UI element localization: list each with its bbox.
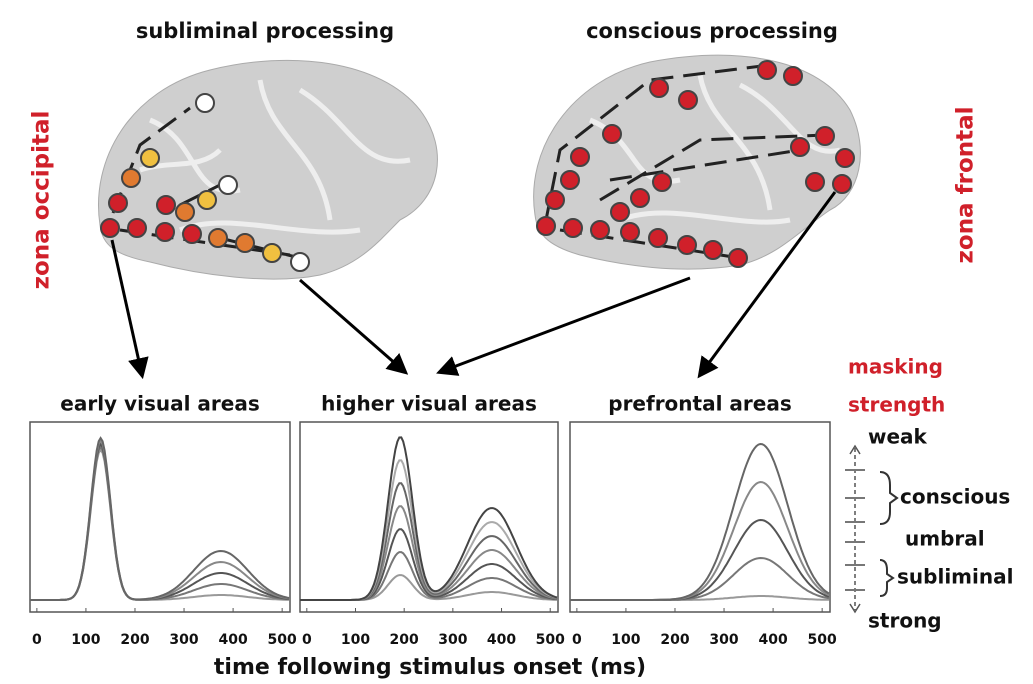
- x-tick-label: 400: [218, 632, 247, 648]
- x-tick-label: 500: [268, 632, 297, 648]
- figure: subliminal processing conscious processi…: [0, 0, 1033, 684]
- legend-top: weak: [868, 425, 928, 449]
- legend-label: subliminal: [897, 565, 1013, 589]
- x-tick-label: 300: [438, 632, 467, 648]
- side-label: zona frontal: [953, 106, 979, 263]
- x-tick-label: 100: [341, 632, 370, 648]
- x-tick-label: 0: [32, 632, 42, 648]
- panels: early visual areas 0 100 200 300 400 500 higher…: [30, 392, 837, 649]
- panel-frame: [300, 422, 558, 612]
- brain-title: conscious processing: [586, 19, 838, 43]
- x-tick-label: 0: [302, 632, 312, 648]
- legend-label: conscious: [900, 485, 1010, 509]
- x-tick-label: 400: [758, 632, 787, 648]
- panel-title: prefrontal areas: [608, 392, 792, 416]
- x-tick-label: 200: [390, 632, 419, 648]
- x-tick-label: 0: [572, 632, 582, 648]
- legend-title: strength: [848, 393, 945, 417]
- x-tick-label: 300: [169, 632, 198, 648]
- x-axis-label: time following stimulus onset (ms): [214, 655, 646, 680]
- panel-frame: [30, 422, 290, 612]
- x-tick-label: 500: [536, 632, 565, 648]
- x-tick-label: 300: [709, 632, 738, 648]
- legend-label: umbral: [905, 527, 985, 551]
- legend-bottom: strong: [868, 609, 942, 633]
- x-tick-label: 200: [120, 632, 149, 648]
- x-tick-label: 500: [808, 632, 837, 648]
- x-tick-label: 100: [611, 632, 640, 648]
- x-tick-label: 400: [487, 632, 516, 648]
- side-label: zona occipital: [29, 111, 55, 290]
- x-tick-label: 100: [71, 632, 100, 648]
- panel-title: early visual areas: [60, 392, 259, 416]
- brain-title: subliminal processing: [136, 19, 394, 43]
- brain-left: [98, 60, 437, 279]
- brain-right: [534, 55, 861, 269]
- legend: masking strength weak strong conscious u…: [845, 355, 1013, 633]
- panel-title: higher visual areas: [321, 392, 537, 416]
- x-tick-label: 200: [660, 632, 689, 648]
- legend-title: masking: [848, 355, 943, 379]
